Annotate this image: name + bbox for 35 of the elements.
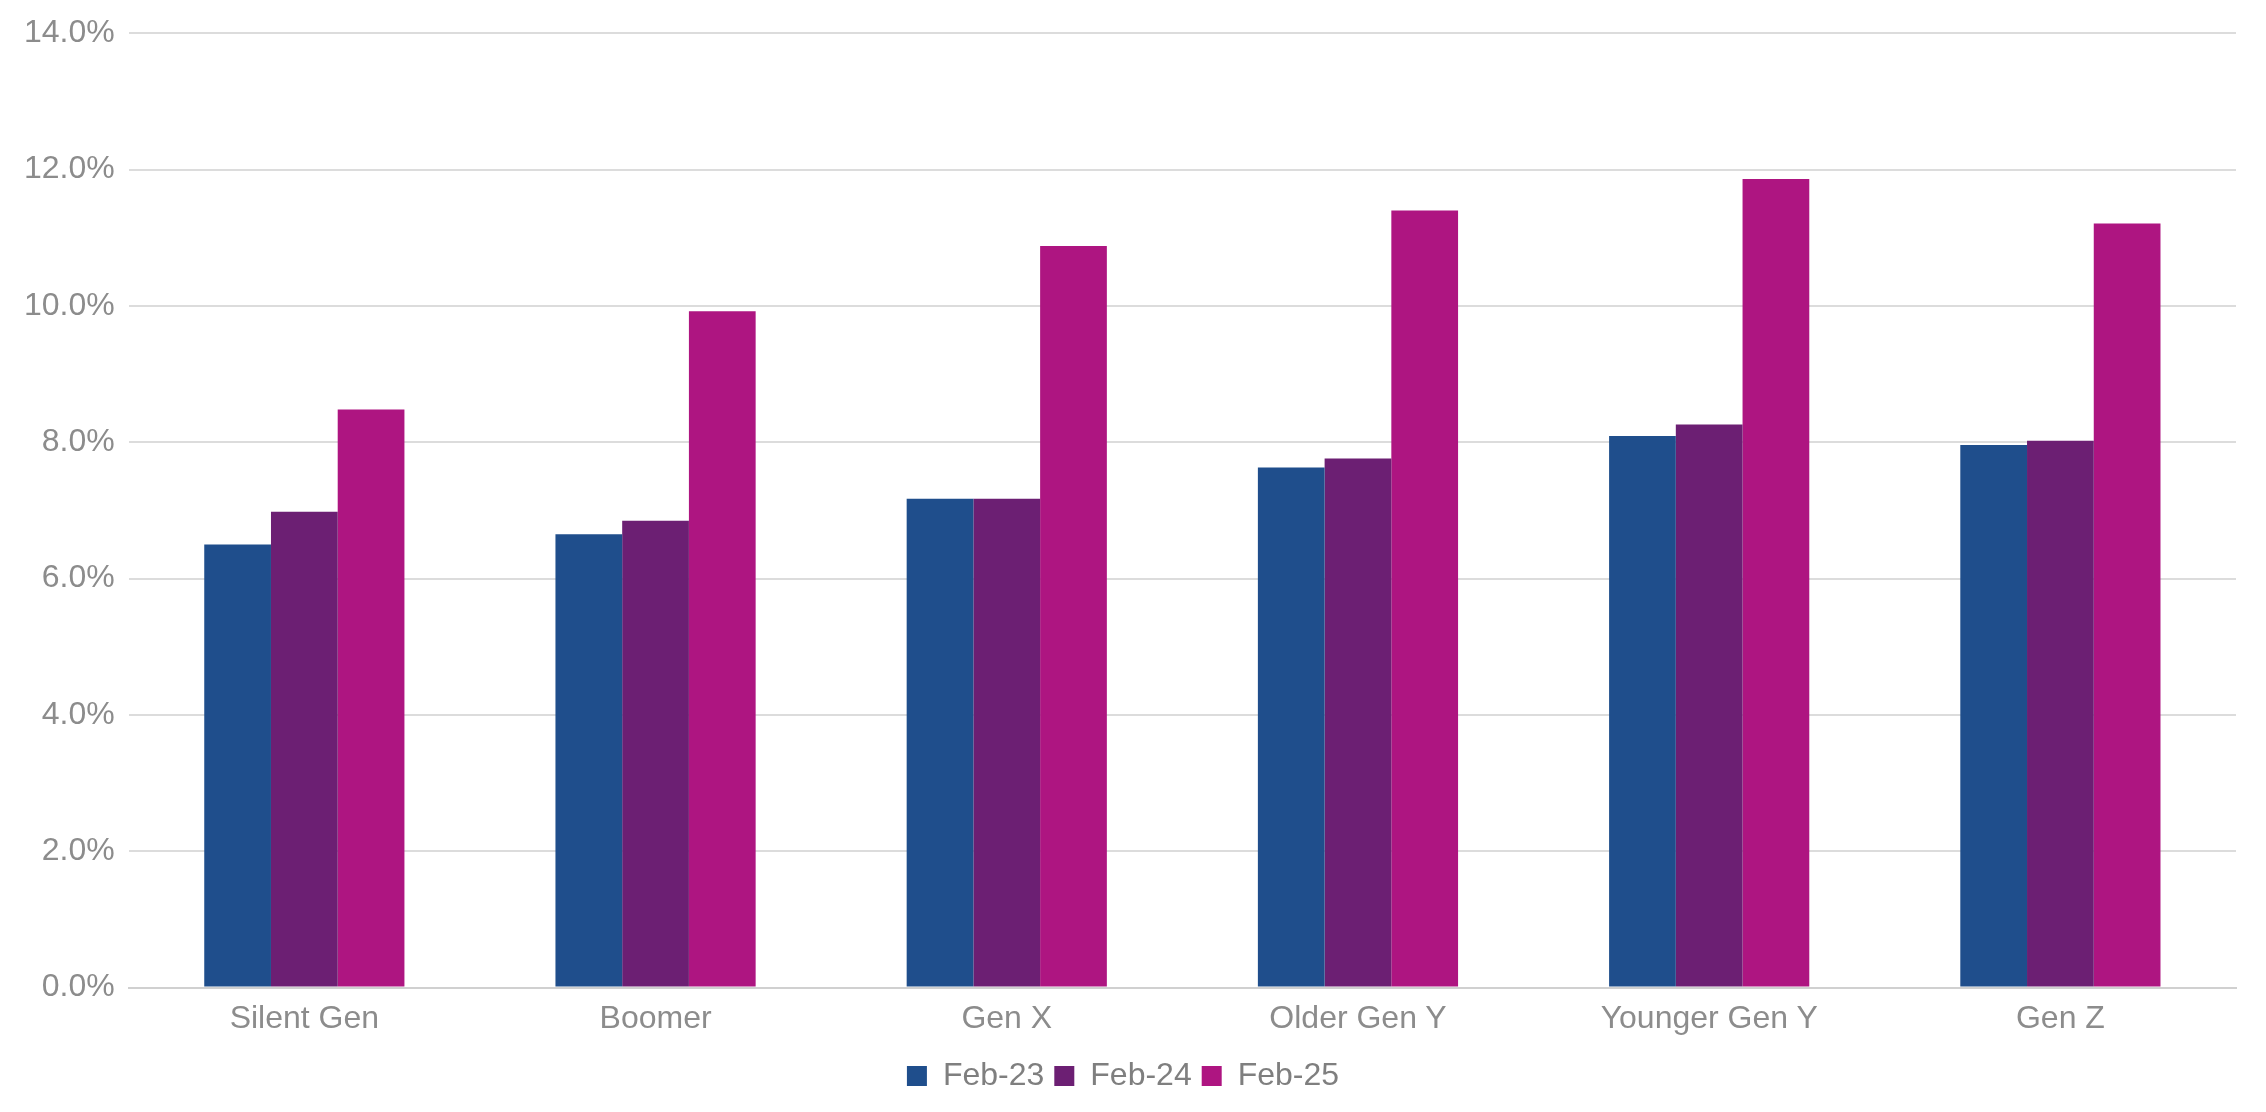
y-tick-label: 4.0% — [41, 694, 115, 731]
bar — [1040, 245, 1107, 987]
x-tick-label: Younger Gen Y — [1600, 998, 1818, 1035]
x-tick-label: Silent Gen — [229, 998, 380, 1035]
bar — [1391, 210, 1459, 987]
bar — [1324, 458, 1392, 987]
bar — [1257, 467, 1325, 987]
bar — [270, 511, 338, 987]
bar — [2027, 440, 2094, 987]
y-tick-label: 6.0% — [41, 558, 115, 595]
y-tick-label: 12.0% — [24, 149, 115, 186]
bar — [1960, 444, 2028, 987]
bar — [1742, 179, 1810, 987]
legend-label: Feb-24 — [1090, 1055, 1192, 1092]
bar — [973, 498, 1041, 987]
y-tick-label: 8.0% — [41, 422, 115, 459]
bar — [555, 534, 623, 987]
x-tick-label: Gen X — [961, 998, 1053, 1035]
bar — [1675, 424, 1743, 987]
x-tick-label: Boomer — [599, 998, 712, 1035]
bar — [1609, 436, 1676, 987]
y-tick-label: 0.0% — [41, 967, 115, 1004]
bar — [622, 520, 689, 987]
legend-label: Feb-23 — [942, 1055, 1045, 1092]
legend-label: Feb-25 — [1237, 1055, 1340, 1092]
y-tick-label: 10.0% — [24, 285, 115, 322]
bar — [337, 409, 405, 987]
bar — [204, 544, 271, 987]
y-tick-label: 14.0% — [24, 13, 115, 50]
bar — [2093, 223, 2161, 987]
y-tick-label: 2.0% — [41, 831, 115, 868]
x-tick-label: Older Gen Y — [1269, 998, 1447, 1035]
bar — [688, 311, 756, 987]
bar — [906, 498, 974, 987]
x-tick-label: Gen Z — [2015, 998, 2105, 1035]
